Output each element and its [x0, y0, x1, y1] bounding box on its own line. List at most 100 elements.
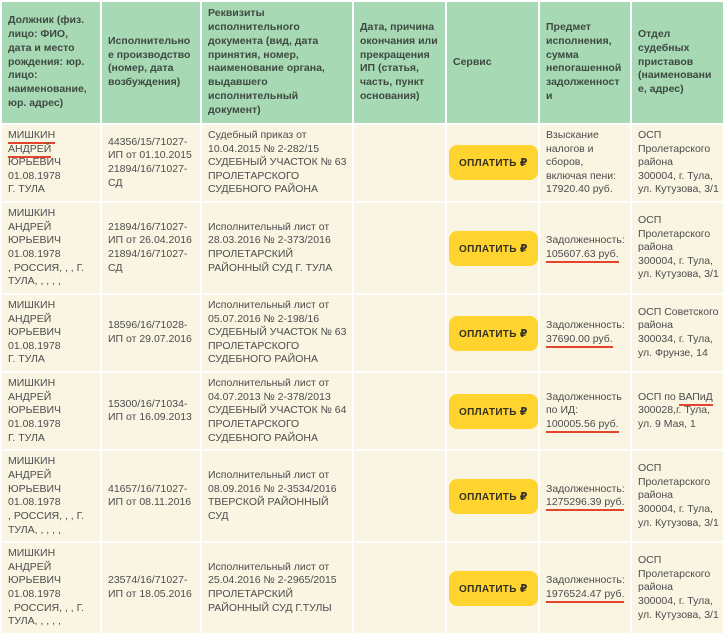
- debtor-birthdate: 01.08.1978: [8, 248, 61, 260]
- department-address: 300004, г. Тула, ул. Кутузова, 3/1: [638, 503, 719, 529]
- pay-button[interactable]: ОПЛАТИТЬ ₽: [449, 478, 538, 514]
- debtor-name: ЮРЬЕВИЧ: [8, 156, 62, 169]
- debtor-name: ЮРЬЕВИЧ: [8, 404, 62, 417]
- department-address: 300004, г. Тула, ул. Кутузова, 3/1: [638, 169, 719, 196]
- pay-button[interactable]: ОПЛАТИТЬ ₽: [449, 570, 538, 606]
- department-name: ОСП Пролетарского района: [638, 213, 711, 254]
- subject-cell: Взыскание налогов и сборов, включая пени…: [538, 122, 632, 204]
- debtor-birthdate: 01.08.1978: [8, 169, 61, 182]
- department-name: ОСП Советского района: [638, 305, 719, 332]
- pay-button-label: ОПЛАТИТЬ: [459, 583, 517, 595]
- debtor-name: МИШКИН АНДРЕЙ: [8, 547, 56, 573]
- header-subject: Предмет исполнения, сумма непогашенной з…: [538, 0, 632, 125]
- debtor-birthdate: 01.08.1978: [8, 588, 61, 601]
- debtor-birthdate: 01.08.1978: [8, 339, 61, 352]
- subject-cell: Задолженность: 1976524.47 руб.: [538, 541, 632, 635]
- header-service: Сервис: [445, 0, 540, 125]
- subject-amount: 37690.00 руб.: [546, 333, 613, 349]
- table-row: МИШКИН АНДРЕЙ ЮРЬЕВИЧ 01.08.1978 , РОССИ…: [0, 201, 723, 295]
- table-row: МИШКИН АНДРЕЙ ЮРЬЕВИЧ 01.08.1978 Г. ТУЛА…: [0, 122, 723, 204]
- subject-amount: 105607.63 руб.: [546, 248, 619, 263]
- table-row: МИШКИН АНДРЕЙ ЮРЬЕВИЧ 01.08.1978 , РОССИ…: [0, 449, 723, 544]
- pay-button-label: ОПЛАТИТЬ: [459, 243, 517, 255]
- debtor-name: ЮРЬЕВИЧ: [8, 574, 62, 587]
- service-cell: ОПЛАТИТЬ ₽: [445, 371, 540, 452]
- termination-cell: [352, 122, 447, 204]
- termination-cell: [352, 449, 447, 544]
- subject-label: Задолженность:: [546, 574, 625, 587]
- debtor-cell: МИШКИН АНДРЕЙ ЮРЬЕВИЧ 01.08.1978 Г. ТУЛА: [0, 292, 102, 374]
- subject-label: Задолженность:: [546, 319, 625, 332]
- debtor-name: ЮРЬЕВИЧ: [8, 326, 62, 339]
- department-address: 300034, г. Тула, ул. Фрунзе, 14: [638, 333, 713, 359]
- debtor-cell: МИШКИН АНДРЕЙ ЮРЬЕВИЧ 01.08.1978 Г. ТУЛА: [0, 371, 102, 452]
- table-row: МИШКИН АНДРЕЙ ЮРЬЕВИЧ 01.08.1978 Г. ТУЛА…: [0, 292, 723, 374]
- pay-button[interactable]: ОПЛАТИТЬ ₽: [449, 315, 538, 351]
- department-cell: ОСП Советского района 300034, г. Тула, у…: [630, 292, 723, 374]
- debtor-name: МИШКИН АНДРЕЙ: [8, 455, 56, 481]
- table-header: Должник (физ. лицо: ФИО, дата и место ро…: [0, 0, 723, 125]
- ruble-icon: ₽: [519, 489, 528, 503]
- debtor-name: МИШКИН АНДРЕЙ: [8, 298, 56, 325]
- pay-button-label: ОПЛАТИТЬ: [459, 406, 517, 418]
- pay-button[interactable]: ОПЛАТИТЬ ₽: [449, 230, 538, 266]
- proceeding-cell: 21894/16/71027-ИП от 26.04.2016 21894/16…: [100, 201, 202, 295]
- pay-button-label: ОПЛАТИТЬ: [459, 491, 517, 503]
- debtor-cell: МИШКИН АНДРЕЙ ЮРЬЕВИЧ 01.08.1978 Г. ТУЛА: [0, 122, 102, 204]
- debtor-name-highlight: МИШКИН АНДРЕЙ: [8, 128, 56, 158]
- pay-button-label: ОПЛАТИТЬ: [459, 158, 517, 170]
- subject-label: Задолженность:: [546, 234, 625, 247]
- debtor-name: МИШКИН АНДРЕЙ: [8, 377, 56, 403]
- subject-label: Взыскание налогов и сборов, включая пени…: [546, 128, 617, 196]
- debtor-birthdate: 01.08.1978: [8, 418, 61, 431]
- proceeding-cell: 41657/16/71027-ИП от 08.11.2016: [100, 449, 202, 544]
- proceeding-cell: 18596/16/71028-ИП от 29.07.2016: [100, 292, 202, 374]
- department-name: ОСП Пролетарского района: [638, 128, 711, 169]
- department-address: 300004, г. Тула, ул. Кутузова, 3/1: [638, 594, 719, 621]
- document-cell: Судебный приказ от 10.04.2015 № 2-282/15…: [200, 122, 354, 204]
- ruble-icon: ₽: [519, 326, 528, 340]
- department-address: 300028,г. Тула, ул. 9 Мая, 1: [638, 404, 711, 431]
- document-cell: Исполнительный лист от 25.04.2016 № 2-29…: [200, 541, 354, 635]
- debtor-cell: МИШКИН АНДРЕЙ ЮРЬЕВИЧ 01.08.1978 , РОССИ…: [0, 541, 102, 635]
- subject-amount: 1976524.47 руб.: [546, 588, 625, 604]
- document-cell: Исполнительный лист от 05.07.2016 № 2-19…: [200, 292, 354, 374]
- debtor-name: ЮРЬЕВИЧ: [8, 234, 62, 247]
- department-cell: ОСП Пролетарского района 300004, г. Тула…: [630, 122, 723, 204]
- termination-cell: [352, 292, 447, 374]
- subject-amount: 1275296.39 руб.: [546, 496, 625, 512]
- document-cell: Исполнительный лист от 28.03.2016 № 2-37…: [200, 201, 354, 295]
- pay-button[interactable]: ОПЛАТИТЬ ₽: [449, 145, 538, 181]
- subject-cell: Задолженность: 1275296.39 руб.: [538, 449, 632, 544]
- debtor-address: , РОССИЯ, , , Г. ТУЛА, , , , ,: [8, 509, 84, 536]
- service-cell: ОПЛАТИТЬ ₽: [445, 541, 540, 635]
- subject-label: Задолженность:: [546, 482, 625, 495]
- service-cell: ОПЛАТИТЬ ₽: [445, 449, 540, 544]
- subject-label: Задолженность по ИД:: [546, 390, 622, 417]
- header-debtor: Должник (физ. лицо: ФИО, дата и место ро…: [0, 0, 102, 125]
- ruble-icon: ₽: [519, 156, 528, 170]
- subject-cell: Задолженность: 105607.63 руб.: [538, 201, 632, 295]
- subject-cell: Задолженность по ИД: 100005.56 руб.: [538, 371, 632, 452]
- debtor-cell: МИШКИН АНДРЕЙ ЮРЬЕВИЧ 01.08.1978 , РОССИ…: [0, 201, 102, 295]
- proceeding-cell: 23574/16/71027-ИП от 18.05.2016: [100, 541, 202, 635]
- pay-button-label: ОПЛАТИТЬ: [459, 328, 517, 340]
- pay-button[interactable]: ОПЛАТИТЬ ₽: [449, 393, 538, 429]
- service-cell: ОПЛАТИТЬ ₽: [445, 122, 540, 204]
- debtor-birthdate: 01.08.1978: [8, 496, 61, 509]
- department-name-highlight: ВАПиД: [678, 390, 713, 406]
- header-termination: Дата, причина окончания или прекращения …: [352, 0, 447, 125]
- termination-cell: [352, 541, 447, 635]
- service-cell: ОПЛАТИТЬ ₽: [445, 201, 540, 295]
- debtor-address: Г. ТУЛА: [8, 431, 45, 444]
- ruble-icon: ₽: [519, 404, 528, 418]
- service-cell: ОПЛАТИТЬ ₽: [445, 292, 540, 374]
- department-cell: ОСП Пролетарского района 300004, г. Тула…: [630, 201, 723, 295]
- table-row: МИШКИН АНДРЕЙ ЮРЬЕВИЧ 01.08.1978 , РОССИ…: [0, 541, 723, 635]
- department-name: ОСП Пролетарского района: [638, 462, 711, 502]
- termination-cell: [352, 371, 447, 452]
- termination-cell: [352, 201, 447, 295]
- header-document: Реквизиты исполнительного документа (вид…: [200, 0, 354, 125]
- debtor-address: Г. ТУЛА: [8, 183, 45, 196]
